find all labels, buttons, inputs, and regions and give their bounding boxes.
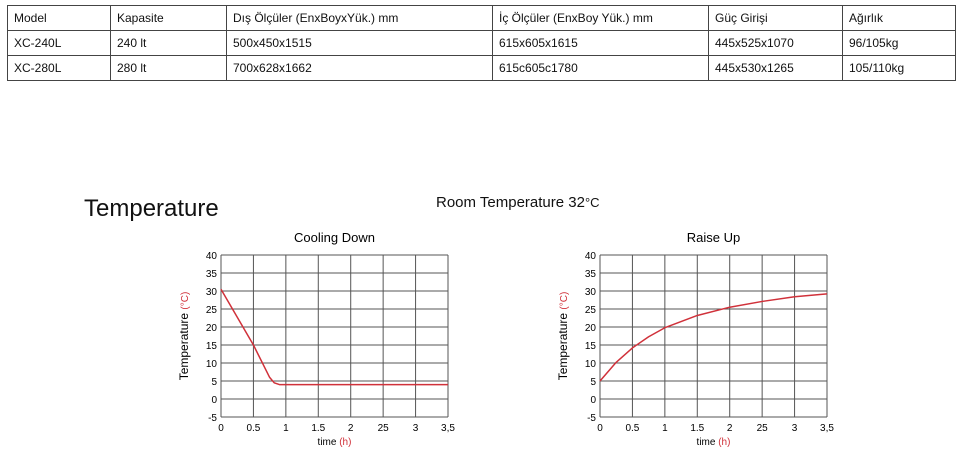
y-tick-label: 25 [585, 305, 597, 316]
cell: 445x530x1265 [708, 55, 843, 81]
series-line [220, 288, 448, 386]
x-tick-label: 3 [413, 423, 419, 434]
x-tick-label: 1 [662, 423, 668, 434]
header-cell: Ağırlık [842, 5, 956, 31]
cell: 105/110kg [842, 55, 956, 81]
cell: XC-280L [7, 55, 111, 81]
y-axis-label: Temperature (°C) [177, 292, 191, 381]
y-tick-label: 40 [585, 251, 597, 262]
room-temperature-label: Room Temperature 32 [436, 194, 585, 211]
section-title: Temperature [84, 195, 219, 222]
x-tick-label: 0.5 [246, 423, 260, 434]
cell: 280 lt [110, 55, 227, 81]
x-axis-label-unit: (h) [339, 437, 351, 448]
y-tick-label: 20 [206, 323, 218, 334]
series-line [599, 293, 828, 382]
cell: 445x525x1070 [708, 30, 843, 56]
x-axis-label-text: time [697, 437, 719, 448]
chart-title: Cooling Down [294, 230, 375, 245]
x-tick-label: 1.5 [690, 423, 704, 434]
y-axis-label: Temperature (°C) [556, 292, 570, 381]
y-tick-label: 15 [206, 341, 218, 352]
header-cell: Kapasite [110, 5, 227, 31]
x-tick-label: 3 [792, 423, 798, 434]
x-tick-label: 1.5 [311, 423, 325, 434]
y-tick-label: 20 [585, 323, 597, 334]
cell: 240 lt [110, 30, 227, 56]
y-tick-label: 40 [206, 251, 218, 262]
x-tick-label: 2 [727, 423, 733, 434]
header-cell: İç Ölçüler (EnxBoy Yük.) mm [492, 5, 709, 31]
y-tick-label: 15 [585, 341, 597, 352]
x-axis-label-text: time [318, 437, 340, 448]
x-axis-label: time (h) [697, 437, 731, 448]
y-tick-label: 0 [590, 395, 596, 406]
x-tick-label: 3,5 [441, 423, 455, 434]
table-row: XC-240L 240 lt 500x450x1515 615x605x1615 445… [7, 30, 956, 56]
y-tick-label: 35 [206, 269, 218, 280]
y-axis-label-unit: (°C) [180, 292, 191, 310]
cell: 96/105kg [842, 30, 956, 56]
y-axis-label-text: Temperature [556, 310, 570, 381]
y-tick-label: -5 [208, 413, 217, 424]
x-tick-label: 25 [378, 423, 390, 434]
y-axis-label-text: Temperature [177, 310, 191, 381]
y-tick-label: 10 [206, 359, 218, 370]
header-cell: Model [7, 5, 111, 31]
x-tick-label: 2 [348, 423, 354, 434]
x-tick-label: 25 [757, 423, 769, 434]
room-temperature: Room Temperature 32°C [436, 194, 600, 211]
y-tick-label: 30 [206, 287, 218, 298]
chart-title: Raise Up [687, 230, 740, 245]
cell: 700x628x1662 [226, 55, 493, 81]
y-tick-label: 35 [585, 269, 597, 280]
room-temperature-unit: °C [584, 195, 600, 210]
y-tick-label: 10 [585, 359, 597, 370]
cell: 615x605x1615 [492, 30, 709, 56]
y-tick-label: 0 [211, 395, 217, 406]
x-tick-label: 3,5 [820, 423, 834, 434]
x-tick-label: 0.5 [625, 423, 639, 434]
table-header-row: Model Kapasite Dış Ölçüler (EnxBoyxYük.)… [7, 5, 956, 31]
y-axis-label-unit: (°C) [559, 292, 570, 310]
table-row: XC-280L 280 lt 700x628x1662 615c605c1780 445… [7, 55, 956, 81]
cell: 500x450x1515 [226, 30, 493, 56]
y-tick-label: -5 [587, 413, 596, 424]
cell: 615c605c1780 [492, 55, 709, 81]
x-axis-label: time (h) [318, 437, 352, 448]
x-tick-label: 0 [597, 423, 603, 434]
y-tick-label: 30 [585, 287, 597, 298]
x-axis-label-unit: (h) [718, 437, 730, 448]
y-tick-label: 5 [590, 377, 596, 388]
y-tick-label: 5 [211, 377, 217, 388]
x-tick-label: 1 [283, 423, 289, 434]
x-tick-label: 0 [218, 423, 224, 434]
y-tick-label: 25 [206, 305, 218, 316]
spec-table: Model Kapasite Dış Ölçüler (EnxBoyxYük.)… [7, 5, 956, 81]
cell: XC-240L [7, 30, 111, 56]
